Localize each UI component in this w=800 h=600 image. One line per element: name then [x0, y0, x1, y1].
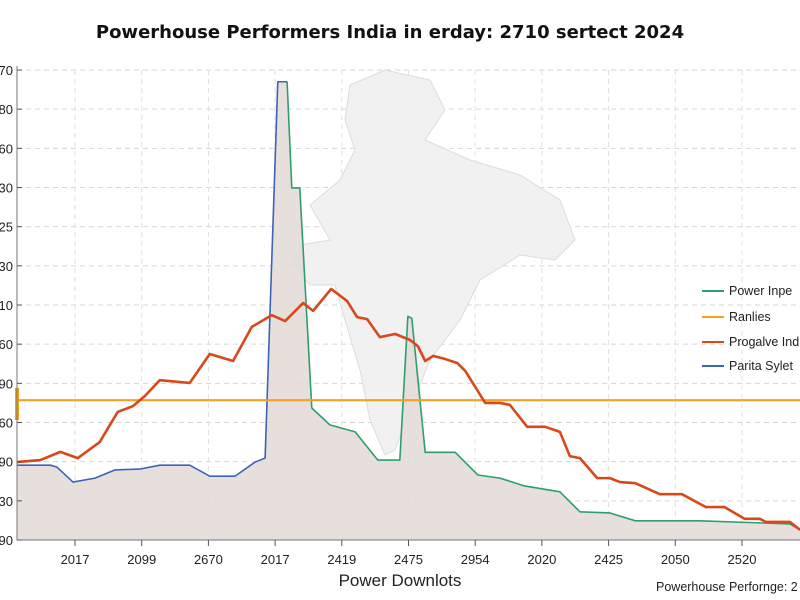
- x-tick-label: 2017: [261, 552, 290, 567]
- chart-title: Powerhouse Performers India in erday: 27…: [96, 22, 684, 43]
- series-lines: [16, 80, 800, 531]
- y-tick-label: 90: [0, 455, 13, 470]
- y-tick-label: 30: [0, 259, 13, 274]
- legend-label: Ranlies: [729, 310, 771, 324]
- series-line-parita-sylet: [17, 80, 288, 483]
- y-tick-label: 90: [0, 533, 13, 548]
- x-tick-label: 2050: [661, 552, 690, 567]
- x-tick-label: 2520: [728, 552, 757, 567]
- y-tick-label: 70: [0, 63, 13, 78]
- y-tick-label: 25: [0, 220, 13, 235]
- legend: Power Inpe Ranlies Progalve Ind Parita Syle…: [702, 284, 799, 373]
- x-tick-label: 2099: [127, 552, 156, 567]
- y-tick-label: 90: [0, 376, 13, 391]
- y-tick-label: 10: [0, 298, 13, 313]
- legend-label: Power Inpe: [729, 284, 792, 298]
- y-tick-label: 60: [0, 141, 13, 156]
- legend-item: Ranlies: [702, 310, 771, 324]
- y-tick-label: 30: [0, 494, 13, 509]
- legend-label: Parita Sylet: [729, 359, 793, 373]
- x-tick-label: 2419: [327, 552, 356, 567]
- area-fill: [17, 81, 800, 540]
- x-tick-label: 2020: [527, 552, 556, 567]
- footer-note: Powerhouse Perfornge: 2: [656, 580, 798, 594]
- x-tick-label: 2017: [61, 552, 90, 567]
- x-ticks: 2017 2099 2670 2017 2419 2475 2954 2020 2425 2050…: [61, 540, 757, 567]
- series-line-power-inpe: [286, 81, 800, 531]
- x-tick-label: 2954: [461, 552, 490, 567]
- legend-label: Progalve Ind: [729, 335, 799, 349]
- series-line-progalve-ind: [16, 287, 800, 531]
- x-tick-label: 2475: [394, 552, 423, 567]
- x-tick-label: 2425: [594, 552, 623, 567]
- x-axis-label: Power Downlots: [339, 571, 462, 590]
- india-map-watermark: [291, 69, 576, 456]
- x-tick-label: 2670: [194, 552, 223, 567]
- y-ticks: 90 30 90 60 90 60 10 30 25 30 60 80 70: [0, 63, 22, 548]
- y-tick-label: 60: [0, 416, 13, 431]
- legend-item: Progalve Ind: [702, 335, 799, 349]
- legend-item: Parita Sylet: [702, 359, 793, 373]
- legend-item: Power Inpe: [702, 284, 792, 298]
- y-tick-label: 30: [0, 181, 13, 196]
- y-tick-label: 60: [0, 337, 13, 352]
- y-tick-label: 80: [0, 102, 13, 117]
